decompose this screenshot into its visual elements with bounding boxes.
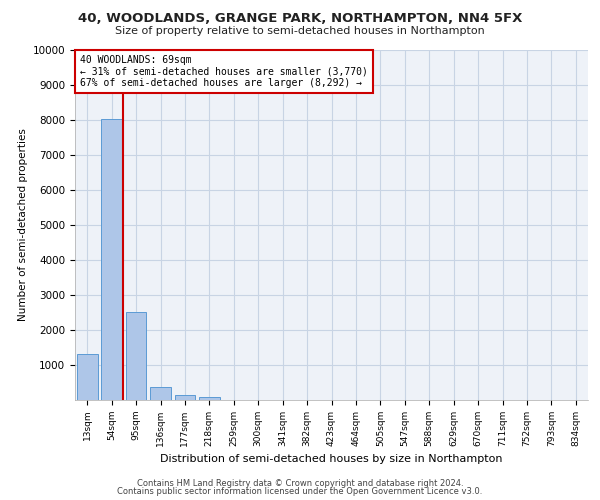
Text: 40, WOODLANDS, GRANGE PARK, NORTHAMPTON, NN4 5FX: 40, WOODLANDS, GRANGE PARK, NORTHAMPTON,… <box>78 12 522 26</box>
Y-axis label: Number of semi-detached properties: Number of semi-detached properties <box>19 128 28 322</box>
Text: Size of property relative to semi-detached houses in Northampton: Size of property relative to semi-detach… <box>115 26 485 36</box>
Bar <box>77 354 98 400</box>
Text: Contains HM Land Registry data © Crown copyright and database right 2024.: Contains HM Land Registry data © Crown c… <box>137 478 463 488</box>
Bar <box>125 312 146 400</box>
X-axis label: Distribution of semi-detached houses by size in Northampton: Distribution of semi-detached houses by … <box>160 454 503 464</box>
Bar <box>175 395 196 400</box>
Bar <box>101 120 122 400</box>
Text: 40 WOODLANDS: 69sqm
← 31% of semi-detached houses are smaller (3,770)
67% of sem: 40 WOODLANDS: 69sqm ← 31% of semi-detach… <box>80 56 368 88</box>
Bar <box>150 386 171 400</box>
Text: Contains public sector information licensed under the Open Government Licence v3: Contains public sector information licen… <box>118 487 482 496</box>
Bar <box>199 396 220 400</box>
